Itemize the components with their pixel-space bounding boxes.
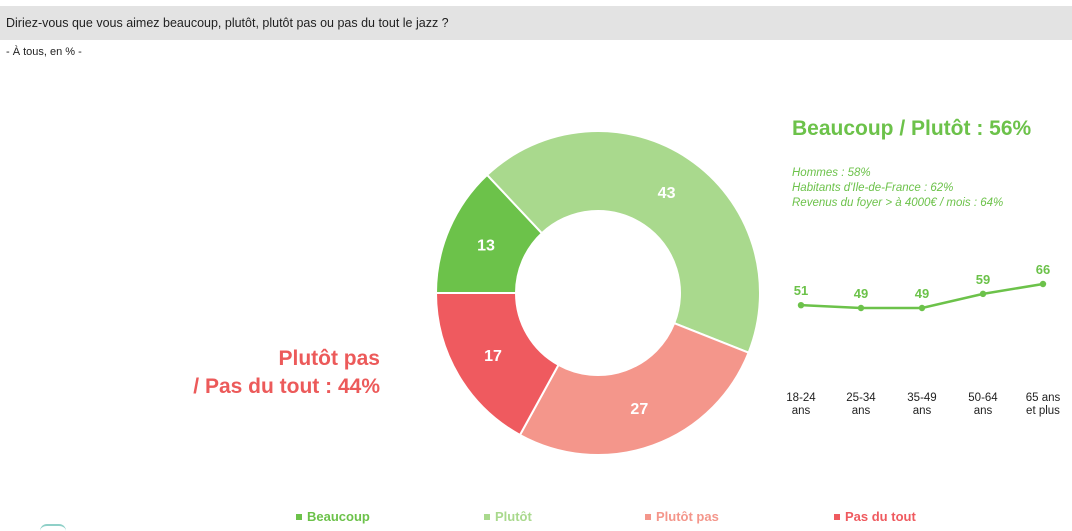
donut-value-label: 13: [477, 238, 495, 255]
question-bar: Diriez-vous que vous aimez beaucoup, plu…: [0, 6, 1072, 40]
age-label-line2: ans: [912, 405, 932, 417]
legend-item-plutot: Plutôt: [484, 509, 532, 524]
donut-value-label: 27: [630, 401, 648, 418]
legend-item-pas-du-tout: Pas du tout: [834, 509, 916, 524]
donut-chart: 13 43 27 17: [435, 130, 761, 456]
age-label: 35-49 ans: [892, 392, 952, 418]
legend-swatch: [484, 513, 490, 520]
donut-slice-plut-t-pas: [518, 321, 750, 456]
age-label-line1: 25-34: [846, 392, 876, 404]
legend-label: Beaucoup: [307, 509, 370, 524]
age-label-line2: et plus: [1026, 405, 1060, 417]
negative-summary: Plutôt pas / Pas du tout : 44%: [193, 345, 380, 401]
donut-slice-pas-du-tout: [435, 292, 560, 437]
logo-fragment-icon: [40, 524, 66, 531]
age-label-line1: 18-24: [786, 392, 816, 404]
sub-notes: Hommes : 58% Habitants d'Ile-de-France :…: [792, 166, 1003, 211]
legend-label: Plutôt pas: [656, 509, 719, 524]
age-label-line1: 65 ans: [1025, 392, 1061, 404]
chart-legend: Beaucoup Plutôt Plutôt pas Pas du tout: [0, 509, 1072, 529]
age-label-line2: ans: [851, 405, 871, 417]
donut-value-label: 43: [658, 185, 676, 202]
age-axis-labels: 18-24 ans 25-34 ans 35-49 ans 50-64 ans …: [770, 392, 1072, 432]
question-text: Diriez-vous que vous aimez beaucoup, plu…: [6, 16, 449, 30]
legend-item-plutot-pas: Plutôt pas: [645, 509, 719, 524]
legend-swatch: [834, 513, 840, 520]
sub-note: Revenus du foyer > à 4000€ / mois : 64%: [792, 197, 1004, 209]
age-line-chart: 51 49 49 59 66: [794, 262, 1050, 312]
age-label: 18-24 ans: [771, 392, 831, 418]
age-line-value-label: 59: [976, 272, 990, 287]
age-line-value-label: 49: [854, 286, 868, 301]
legend-swatch: [645, 513, 651, 520]
age-label: 65 ans et plus: [1013, 392, 1072, 418]
age-label: 25-34 ans: [831, 392, 891, 418]
age-label-line2: ans: [791, 405, 811, 417]
age-label: 50-64 ans: [953, 392, 1013, 418]
age-line-point: [797, 301, 805, 309]
legend-label: Pas du tout: [845, 509, 916, 524]
donut-value-label: 17: [484, 348, 502, 365]
age-label-line1: 35-49: [907, 392, 937, 404]
positive-summary: Beaucoup / Plutôt : 56%: [792, 117, 1032, 140]
sub-note: Hommes : 58%: [792, 167, 871, 179]
legend-label: Plutôt: [495, 509, 532, 524]
legend-swatch: [296, 513, 302, 520]
donut-slice-plut-t: [485, 130, 761, 354]
age-line-point: [1039, 280, 1047, 288]
age-line-point: [979, 290, 987, 298]
negative-summary-line2: / Pas du tout : 44%: [193, 375, 380, 398]
age-line-value-label: 51: [794, 283, 808, 298]
age-line-value-label: 66: [1036, 262, 1050, 277]
age-label-line1: 50-64: [968, 392, 998, 404]
negative-summary-line1: Plutôt pas: [278, 347, 380, 370]
age-label-line2: ans: [973, 405, 993, 417]
age-line-value-label: 49: [915, 286, 929, 301]
legend-item-beaucoup: Beaucoup: [296, 509, 370, 524]
sub-note: Habitants d'Ile-de-France : 62%: [792, 182, 954, 194]
base-note: - À tous, en % -: [6, 46, 82, 58]
age-line-point: [857, 304, 865, 312]
age-line-point: [918, 304, 926, 312]
